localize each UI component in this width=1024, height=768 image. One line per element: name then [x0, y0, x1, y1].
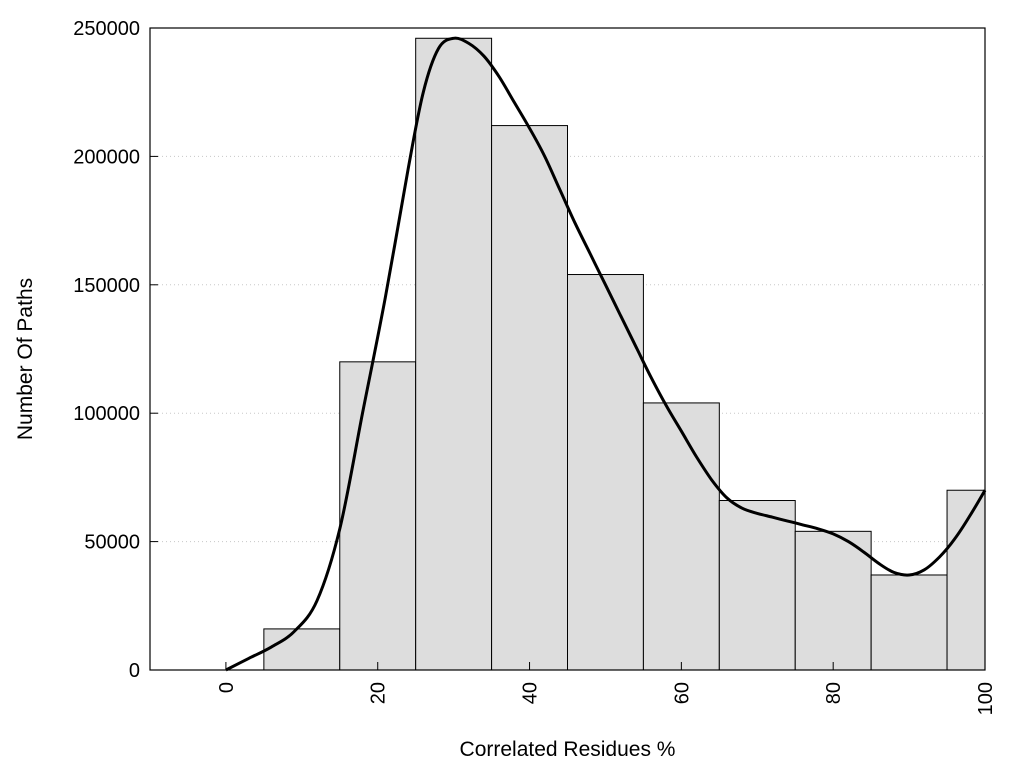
- x-axis-title: Correlated Residues %: [460, 738, 676, 761]
- x-axis-ticks: 0 20 40 60 80 100: [216, 662, 997, 715]
- histogram-bar: [339, 361, 417, 671]
- y-axis-ticks: 0 50000 100000 150000 200000 250000: [73, 18, 158, 682]
- x-tick-label: 100: [975, 682, 997, 715]
- y-tick-label: 250000: [73, 18, 140, 40]
- histogram-bar: [718, 500, 796, 671]
- histogram-bar: [263, 628, 341, 671]
- histogram-bar: [870, 574, 948, 671]
- x-tick-label: 80: [823, 682, 845, 704]
- histogram-bar: [642, 402, 720, 671]
- y-axis-title: Number Of Paths: [14, 278, 37, 440]
- histogram-bars: [263, 37, 986, 671]
- histogram-bar: [794, 530, 872, 671]
- x-tick-label: 0: [216, 682, 238, 693]
- x-tick-label: 40: [520, 682, 542, 704]
- y-tick-label: 50000: [84, 532, 140, 554]
- x-tick-label: 60: [671, 682, 693, 704]
- plot-frame: [149, 27, 986, 671]
- histogram-bar: [491, 125, 568, 671]
- y-tick-label: 200000: [73, 146, 140, 168]
- y-tick-label: 0: [129, 660, 140, 682]
- density-curve: [225, 36, 987, 672]
- y-tick-label: 100000: [73, 403, 140, 425]
- histogram-bar: [567, 274, 644, 671]
- density-curve-group: [225, 36, 987, 672]
- x-tick-label: 20: [368, 682, 390, 704]
- y-tick-label: 150000: [73, 275, 140, 297]
- histogram-bar: [946, 489, 986, 671]
- histogram-bar: [415, 37, 493, 671]
